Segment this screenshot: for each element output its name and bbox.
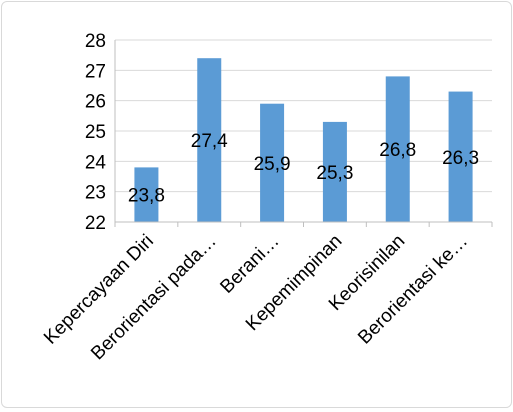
data-label: 26,3 <box>442 148 479 169</box>
y-tick-label: 27 <box>85 61 106 82</box>
bar <box>260 103 285 222</box>
bar <box>448 91 473 222</box>
bars <box>134 58 473 223</box>
data-label: 23,8 <box>128 186 165 207</box>
data-label: 27,4 <box>191 131 228 152</box>
y-tick-label: 24 <box>85 152 107 173</box>
x-category-label: Berorientasi pada… <box>87 231 221 365</box>
y-axis: 22 23 24 25 26 27 28 <box>85 31 116 234</box>
x-category-label: Berorientasi ke… <box>354 231 472 349</box>
y-tick-label: 26 <box>85 92 106 113</box>
bar <box>197 58 222 223</box>
bar <box>134 167 159 222</box>
bar <box>385 76 410 223</box>
data-labels: 23,8 27,4 25,9 25,3 26,8 26,3 <box>128 131 479 207</box>
gridlines <box>115 39 492 223</box>
bar <box>322 121 347 222</box>
x-category-label: Kepercayaan Diri <box>40 231 158 349</box>
data-label: 26,8 <box>379 140 416 161</box>
y-tick-label: 28 <box>85 31 106 52</box>
y-tick-label: 25 <box>85 122 106 143</box>
data-label: 25,3 <box>316 163 353 184</box>
y-tick-label: 22 <box>85 213 106 234</box>
y-tick-label: 23 <box>85 183 106 204</box>
data-label: 25,9 <box>254 154 291 175</box>
